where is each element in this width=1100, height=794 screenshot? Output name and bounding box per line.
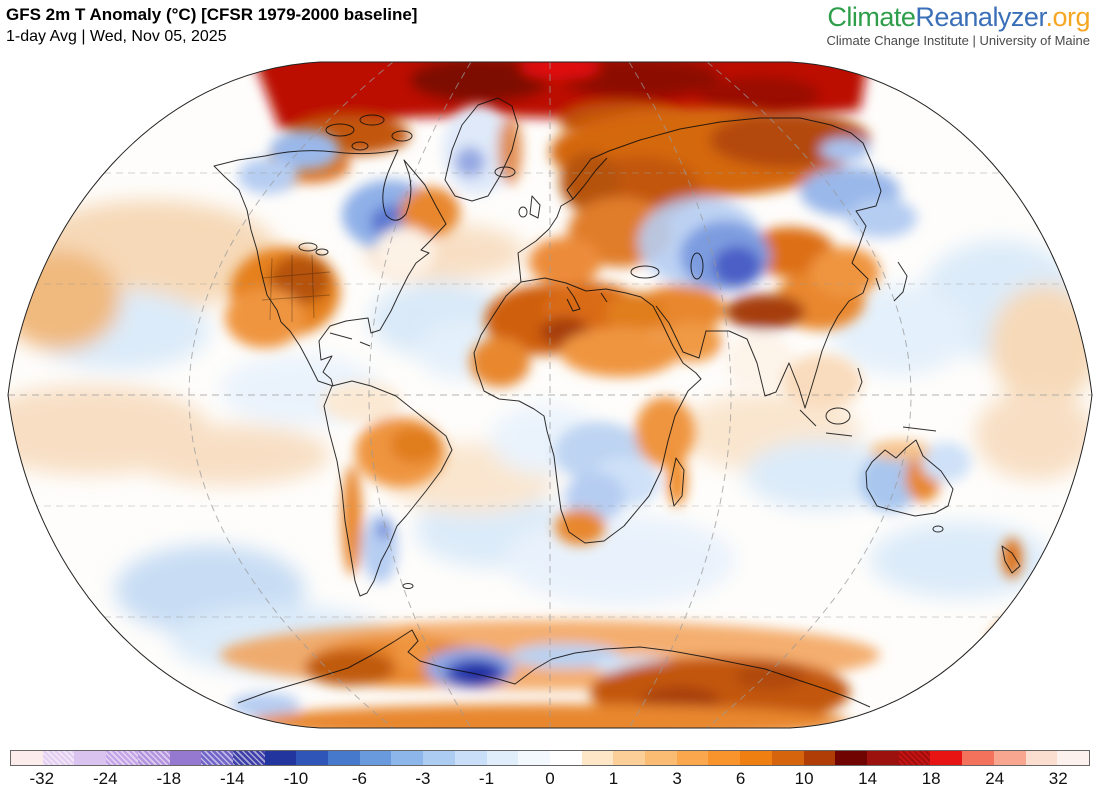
colorbar-segment — [613, 751, 646, 765]
colorbar-tick-label: 14 — [858, 769, 878, 788]
colorbar-segment — [518, 751, 550, 765]
colorbar-segment — [359, 751, 392, 765]
colorbar-tick-label: 32 — [1048, 769, 1068, 788]
map-outline — [7, 61, 1093, 729]
colorbar-segment — [645, 751, 677, 765]
colorbar-tick-label: -14 — [220, 769, 245, 788]
colorbar-segment — [993, 751, 1026, 765]
colorbar-segment — [1057, 751, 1089, 765]
colorbar-segment — [581, 751, 614, 765]
colorbar-segment — [898, 751, 931, 765]
colorbar-segment — [930, 751, 963, 765]
colorbar-segment — [454, 751, 487, 765]
colorbar-segment — [486, 751, 519, 765]
colorbar-segment — [201, 751, 233, 765]
colorbar-segment — [169, 751, 202, 765]
colorbar-segment — [423, 751, 455, 765]
colorbar-tick-label: -32 — [29, 769, 55, 788]
world-anomaly-map-svg — [7, 61, 1093, 729]
colorbar-segment — [11, 751, 43, 765]
colorbar-tick-label: 0 — [545, 769, 555, 788]
colorbar-tick-label: 10 — [794, 769, 814, 788]
logo-reanalyzer: Reanalyzer — [915, 2, 1046, 32]
anomaly-colorbar — [10, 750, 1090, 766]
colorbar-tick-label: 6 — [735, 769, 746, 788]
colorbar-segment — [328, 751, 360, 765]
colorbar-tick-label: -24 — [92, 769, 118, 788]
colorbar-segment — [708, 751, 741, 765]
page-title: GFS 2m T Anomaly (°C) [CFSR 1979-2000 ba… — [6, 5, 418, 24]
colorbar-segment — [866, 751, 899, 765]
coastlines — [213, 97, 1021, 708]
colorbar-tick-label: -6 — [351, 769, 367, 788]
anomaly-colorbar-ticks: -32 -24 -18 -14 -10 -6 -3 -1 0 1 3 6 10 14 18 24 32 — [10, 769, 1090, 791]
colorbar-segment — [835, 751, 867, 765]
colorbar-tick-label: 3 — [672, 769, 682, 788]
institute-tagline: Climate Change Institute | University of… — [826, 33, 1091, 48]
logo-org: .org — [1045, 2, 1090, 32]
colorbar-tick-label: -1 — [478, 769, 495, 788]
colorbar-segment — [962, 751, 994, 765]
colorbar-segment — [296, 751, 329, 765]
colorbar-segment — [740, 751, 772, 765]
colorbar-segment — [74, 751, 107, 765]
colorbar-tick-label: -3 — [415, 769, 431, 788]
page-subtitle: 1-day Avg | Wed, Nov 05, 2025 — [6, 28, 227, 45]
colorbar-segment — [549, 751, 582, 765]
colorbar-segment — [676, 751, 709, 765]
colorbar-tick-label: 18 — [921, 769, 941, 788]
colorbar-segment — [1025, 751, 1058, 765]
colorbar-segment — [391, 751, 424, 765]
colorbar-tick-label: 24 — [985, 769, 1005, 788]
colorbar-tick-label: -18 — [156, 769, 182, 788]
colorbar-tick-label: 1 — [608, 769, 619, 788]
colorbar-segment — [42, 751, 75, 765]
colorbar-segment — [803, 751, 836, 765]
colorbar-segment — [232, 751, 265, 765]
colorbar-segment — [106, 751, 138, 765]
logo-climate: Climate — [827, 2, 916, 32]
colorbar-segment — [771, 751, 804, 765]
world-anomaly-map — [7, 61, 1093, 729]
colorbar-segment — [264, 751, 297, 765]
climate-reanalyzer-logo[interactable]: ClimateReanalyzer.org — [827, 2, 1090, 33]
colorbar-segment — [137, 751, 170, 765]
colorbar-tick-label: -10 — [283, 769, 309, 788]
graticule — [8, 62, 1092, 728]
